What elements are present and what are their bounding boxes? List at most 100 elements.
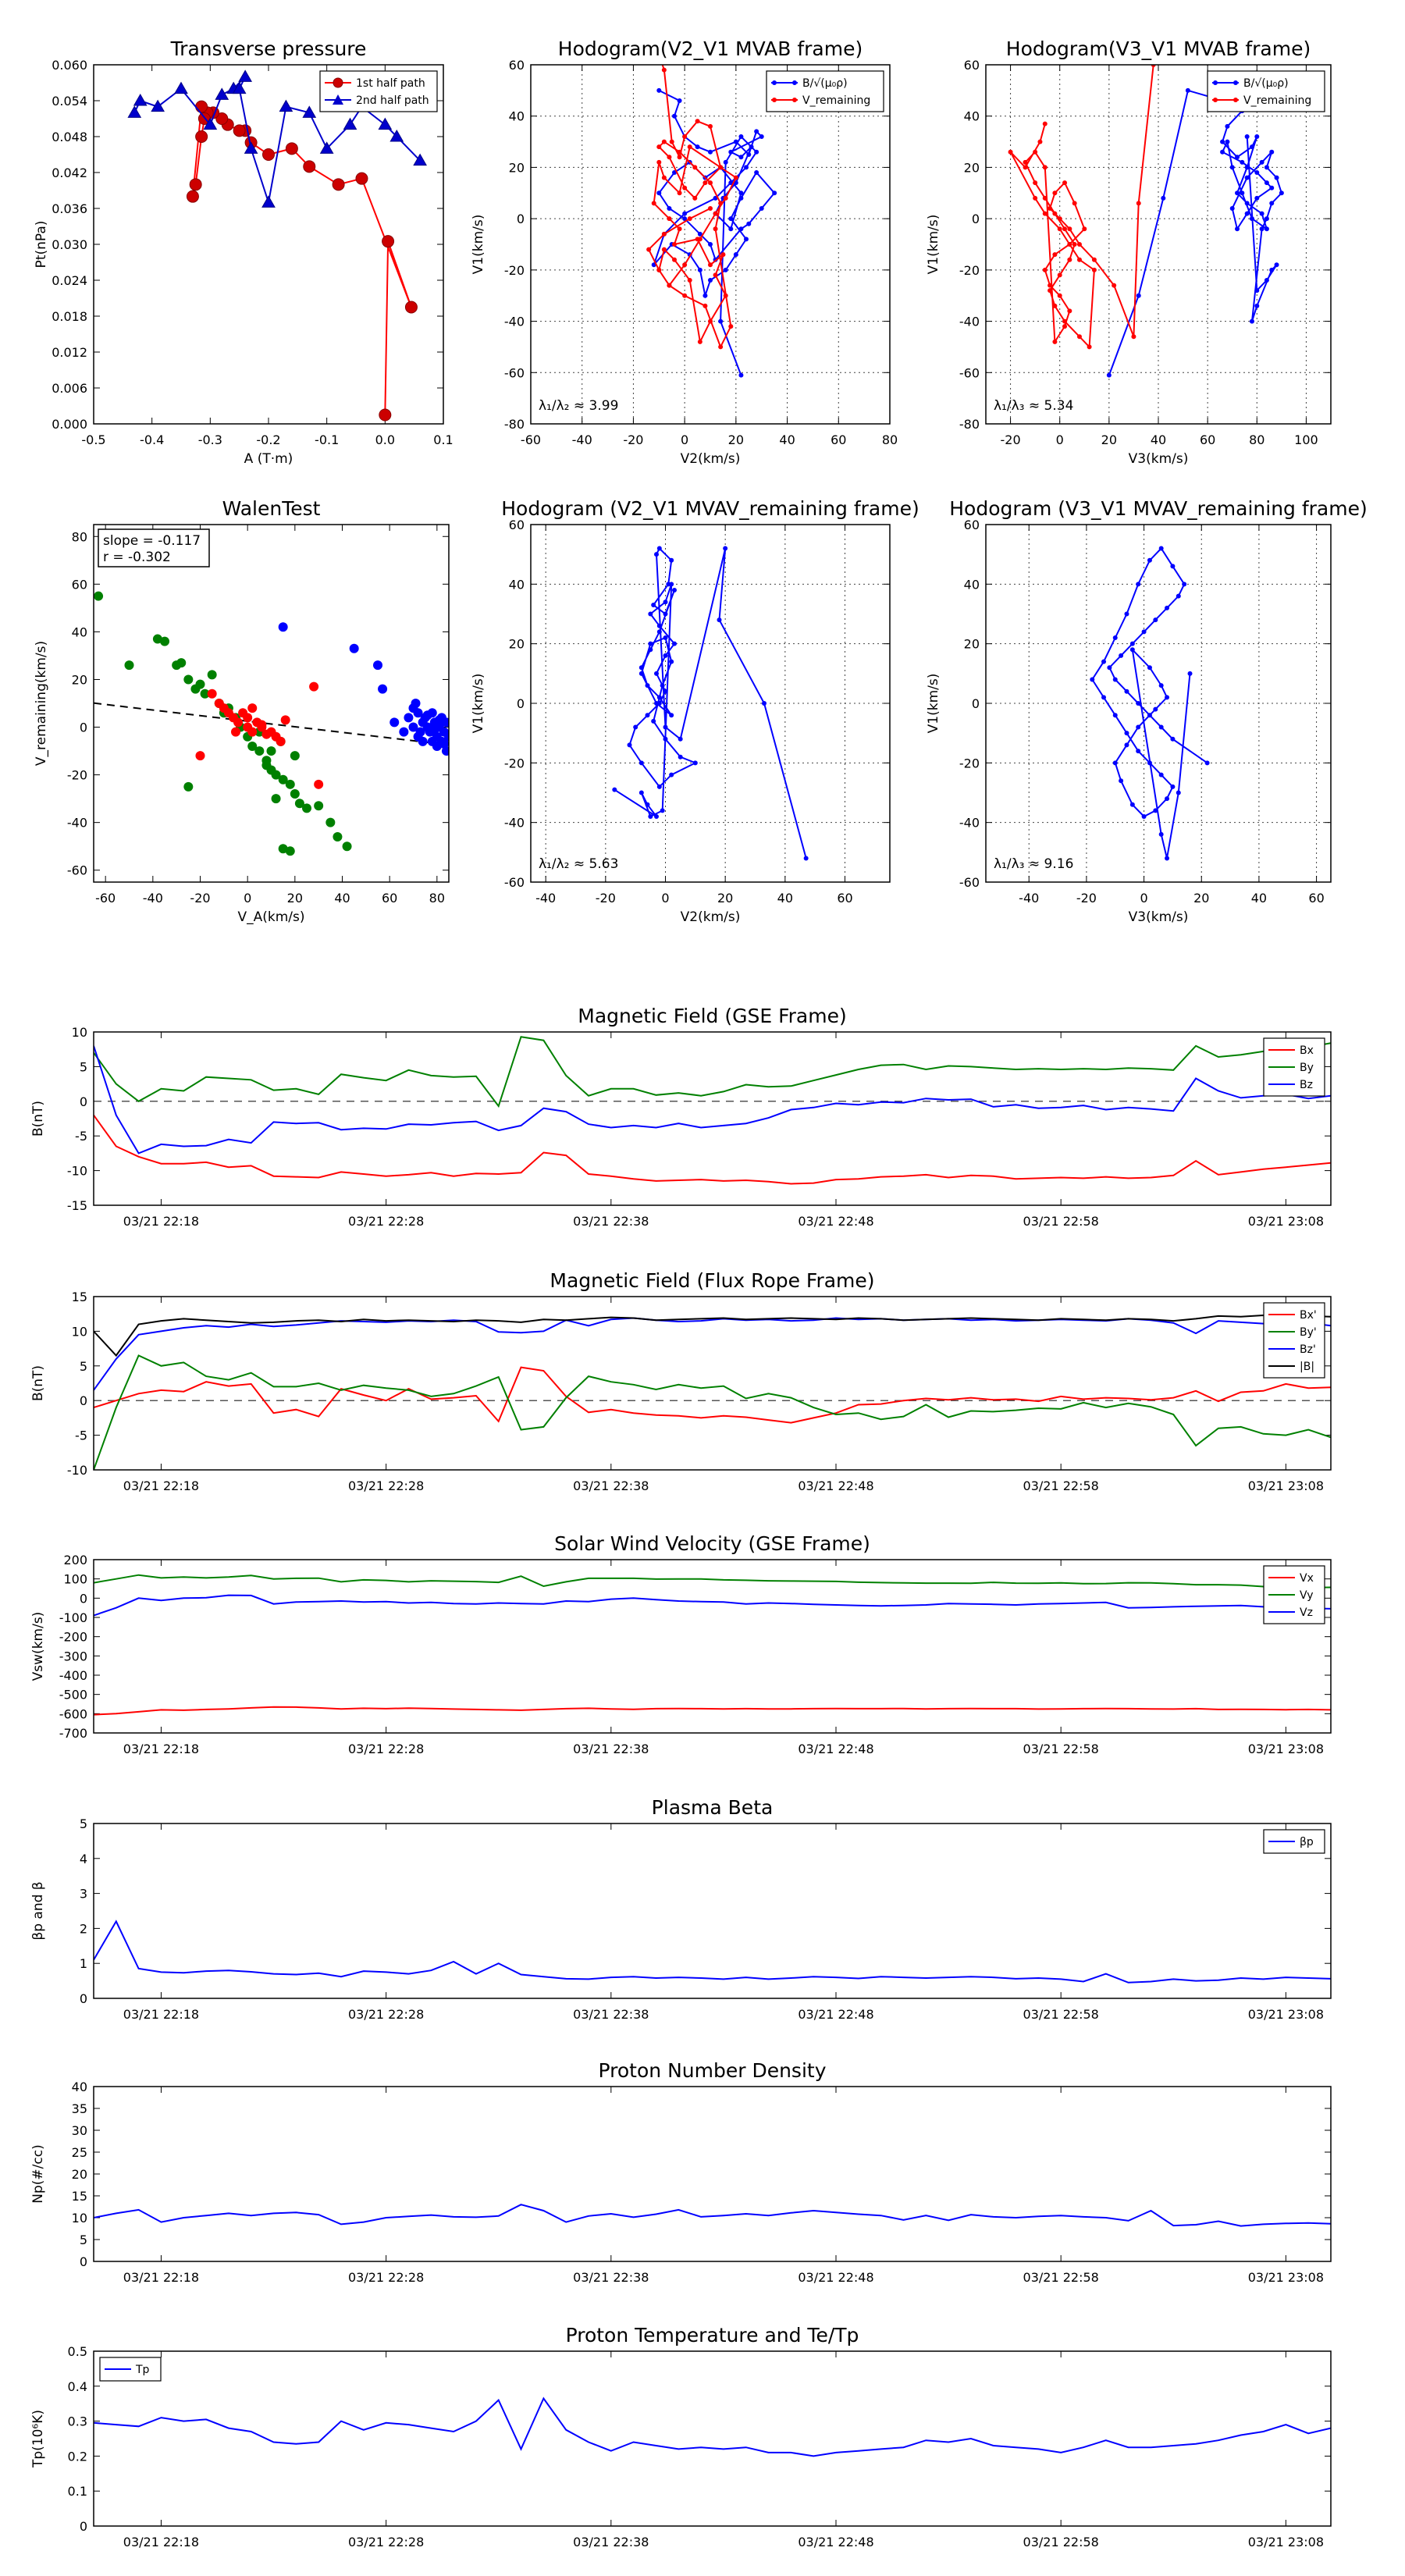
- x-tick-label: 03/21 22:58: [1023, 2270, 1099, 2285]
- v-remaining-point: [718, 165, 724, 170]
- series-3-point: [349, 643, 359, 653]
- b-point: [1264, 278, 1269, 283]
- b-point: [1225, 123, 1230, 129]
- v-remaining-point: [1042, 267, 1048, 272]
- x-tick-label: 03/21 23:08: [1248, 2007, 1324, 2022]
- by-line: [94, 1036, 1331, 1108]
- chart-title: Hodogram (V2_V1 MVAV_remaining frame): [501, 497, 919, 520]
- x-tick-label: -60: [95, 891, 116, 906]
- y-tick-label: -20: [959, 756, 980, 770]
- v-remaining-point: [656, 144, 662, 150]
- v-remaining-point: [1057, 216, 1062, 222]
- hodogram-v3-v1-mvav-panel: Hodogram (V3_V1 MVAV_remaining frame) -40…: [926, 497, 1368, 925]
- stats-line: slope = -0.117: [103, 533, 201, 549]
- series-1-point: [1170, 736, 1176, 742]
- b-point: [682, 216, 688, 222]
- v-remaining-point: [695, 119, 700, 124]
- series-2-point: [314, 779, 324, 789]
- y-axis-label: V1(km/s): [471, 674, 486, 734]
- series-3-point: [408, 722, 418, 732]
- legend: Bx By Bz: [1263, 1037, 1325, 1097]
- v-remaining-point: [1042, 211, 1048, 216]
- x-tick-label: 03/21 22:58: [1023, 2007, 1099, 2022]
- b-point: [1274, 175, 1279, 180]
- y-tick-label: -10: [67, 1463, 87, 1478]
- v-remaining-point: [1072, 201, 1077, 206]
- 2nd-half-path-point: [238, 69, 252, 82]
- series-3-point: [444, 731, 449, 742]
- b-point: [1274, 262, 1279, 268]
- 2nd-half-path-point: [127, 105, 142, 118]
- 1st-half-path-point: [195, 100, 208, 113]
- y-tick-label: 2: [80, 1921, 87, 1936]
- series-1-point: [672, 641, 677, 646]
- x-tick-label: 03/21 22:38: [573, 2535, 649, 2549]
- legend-marker: [333, 77, 343, 88]
- series-1-point: [1136, 749, 1141, 754]
- x-axis-label: V2(km/s): [681, 909, 741, 925]
- series-1-point: [271, 794, 281, 804]
- series-3-point: [439, 738, 449, 749]
- v-remaining-point: [1048, 283, 1053, 288]
- bx-line: [94, 1115, 1331, 1185]
- series-1-point: [1119, 653, 1124, 658]
- 2nd-half-path-point: [215, 87, 229, 100]
- b-point: [723, 159, 728, 165]
- series-1-point: [1165, 695, 1170, 700]
- v-remaining-point: [1062, 318, 1068, 324]
- b-point: [1244, 165, 1250, 170]
- v-remaining-point: [1057, 272, 1062, 278]
- series-1-point: [654, 552, 659, 557]
- series-1-point: [669, 659, 674, 664]
- x-tick-label: -0.5: [81, 432, 105, 447]
- x-tick-label: 03/21 22:28: [348, 1214, 424, 1229]
- v-remaining-point: [1033, 149, 1038, 155]
- 1st-half-path-point: [355, 172, 368, 185]
- chart-title: Transverse pressure: [170, 37, 367, 60]
- y-tick-label: 0: [80, 720, 87, 735]
- y-tick-label: -60: [504, 365, 525, 380]
- legend-label: Vz: [1300, 1606, 1313, 1619]
- series-2-point: [276, 736, 286, 746]
- series-1-point: [1147, 665, 1152, 671]
- y-tick-label: 0.5: [68, 2344, 87, 2359]
- plot-frame: [93, 1296, 1332, 1471]
- x-tick-label: -0.1: [315, 432, 339, 447]
- v-remaining-point: [697, 237, 702, 242]
- y-axis-label: V_remaining(km/s): [34, 641, 49, 766]
- y-tick-label: 40: [72, 2080, 87, 2094]
- series-1-point: [1129, 641, 1135, 646]
- y-tick-label: 5: [80, 1816, 87, 1831]
- series-1-point: [124, 660, 134, 671]
- series-1-point: [302, 803, 311, 813]
- x-tick-label: -0.4: [140, 432, 164, 447]
- y-tick-label: 0: [80, 1393, 87, 1408]
- legend-item-by: By: [1268, 1062, 1314, 1074]
- series-1-point: [290, 751, 300, 761]
- y-tick-label: 0.4: [68, 2379, 87, 2394]
- v-remaining-point: [682, 293, 688, 298]
- plot-frame: [93, 64, 444, 425]
- b-point: [1254, 170, 1260, 175]
- series-2-point: [207, 688, 217, 699]
- series-1-point: [1158, 772, 1164, 777]
- v-remaining-point: [682, 134, 688, 139]
- y-tick-label: 0.1: [68, 2484, 87, 2499]
- y-axis-label: B(nT): [30, 1101, 46, 1137]
- b-point: [682, 211, 688, 216]
- series-3-point: [413, 708, 423, 718]
- series-1-point: [678, 736, 683, 742]
- series-1-point: [663, 736, 668, 742]
- x-tick-label: 0: [1140, 891, 1147, 906]
- x-tick-label: 40: [777, 891, 793, 906]
- x-tick-label: 0.1: [433, 432, 453, 447]
- series-1-point: [1141, 814, 1147, 820]
- legend-label: Bz: [1300, 1079, 1313, 1091]
- 2nd-half-path-point: [203, 117, 218, 130]
- v-remaining-point: [1042, 165, 1048, 170]
- series-3-point: [441, 746, 449, 756]
- y-axis-label: V1(km/s): [926, 215, 941, 275]
- series-1-point: [1107, 665, 1112, 671]
- b-point: [738, 134, 744, 139]
- v-remaining-point: [687, 216, 692, 222]
